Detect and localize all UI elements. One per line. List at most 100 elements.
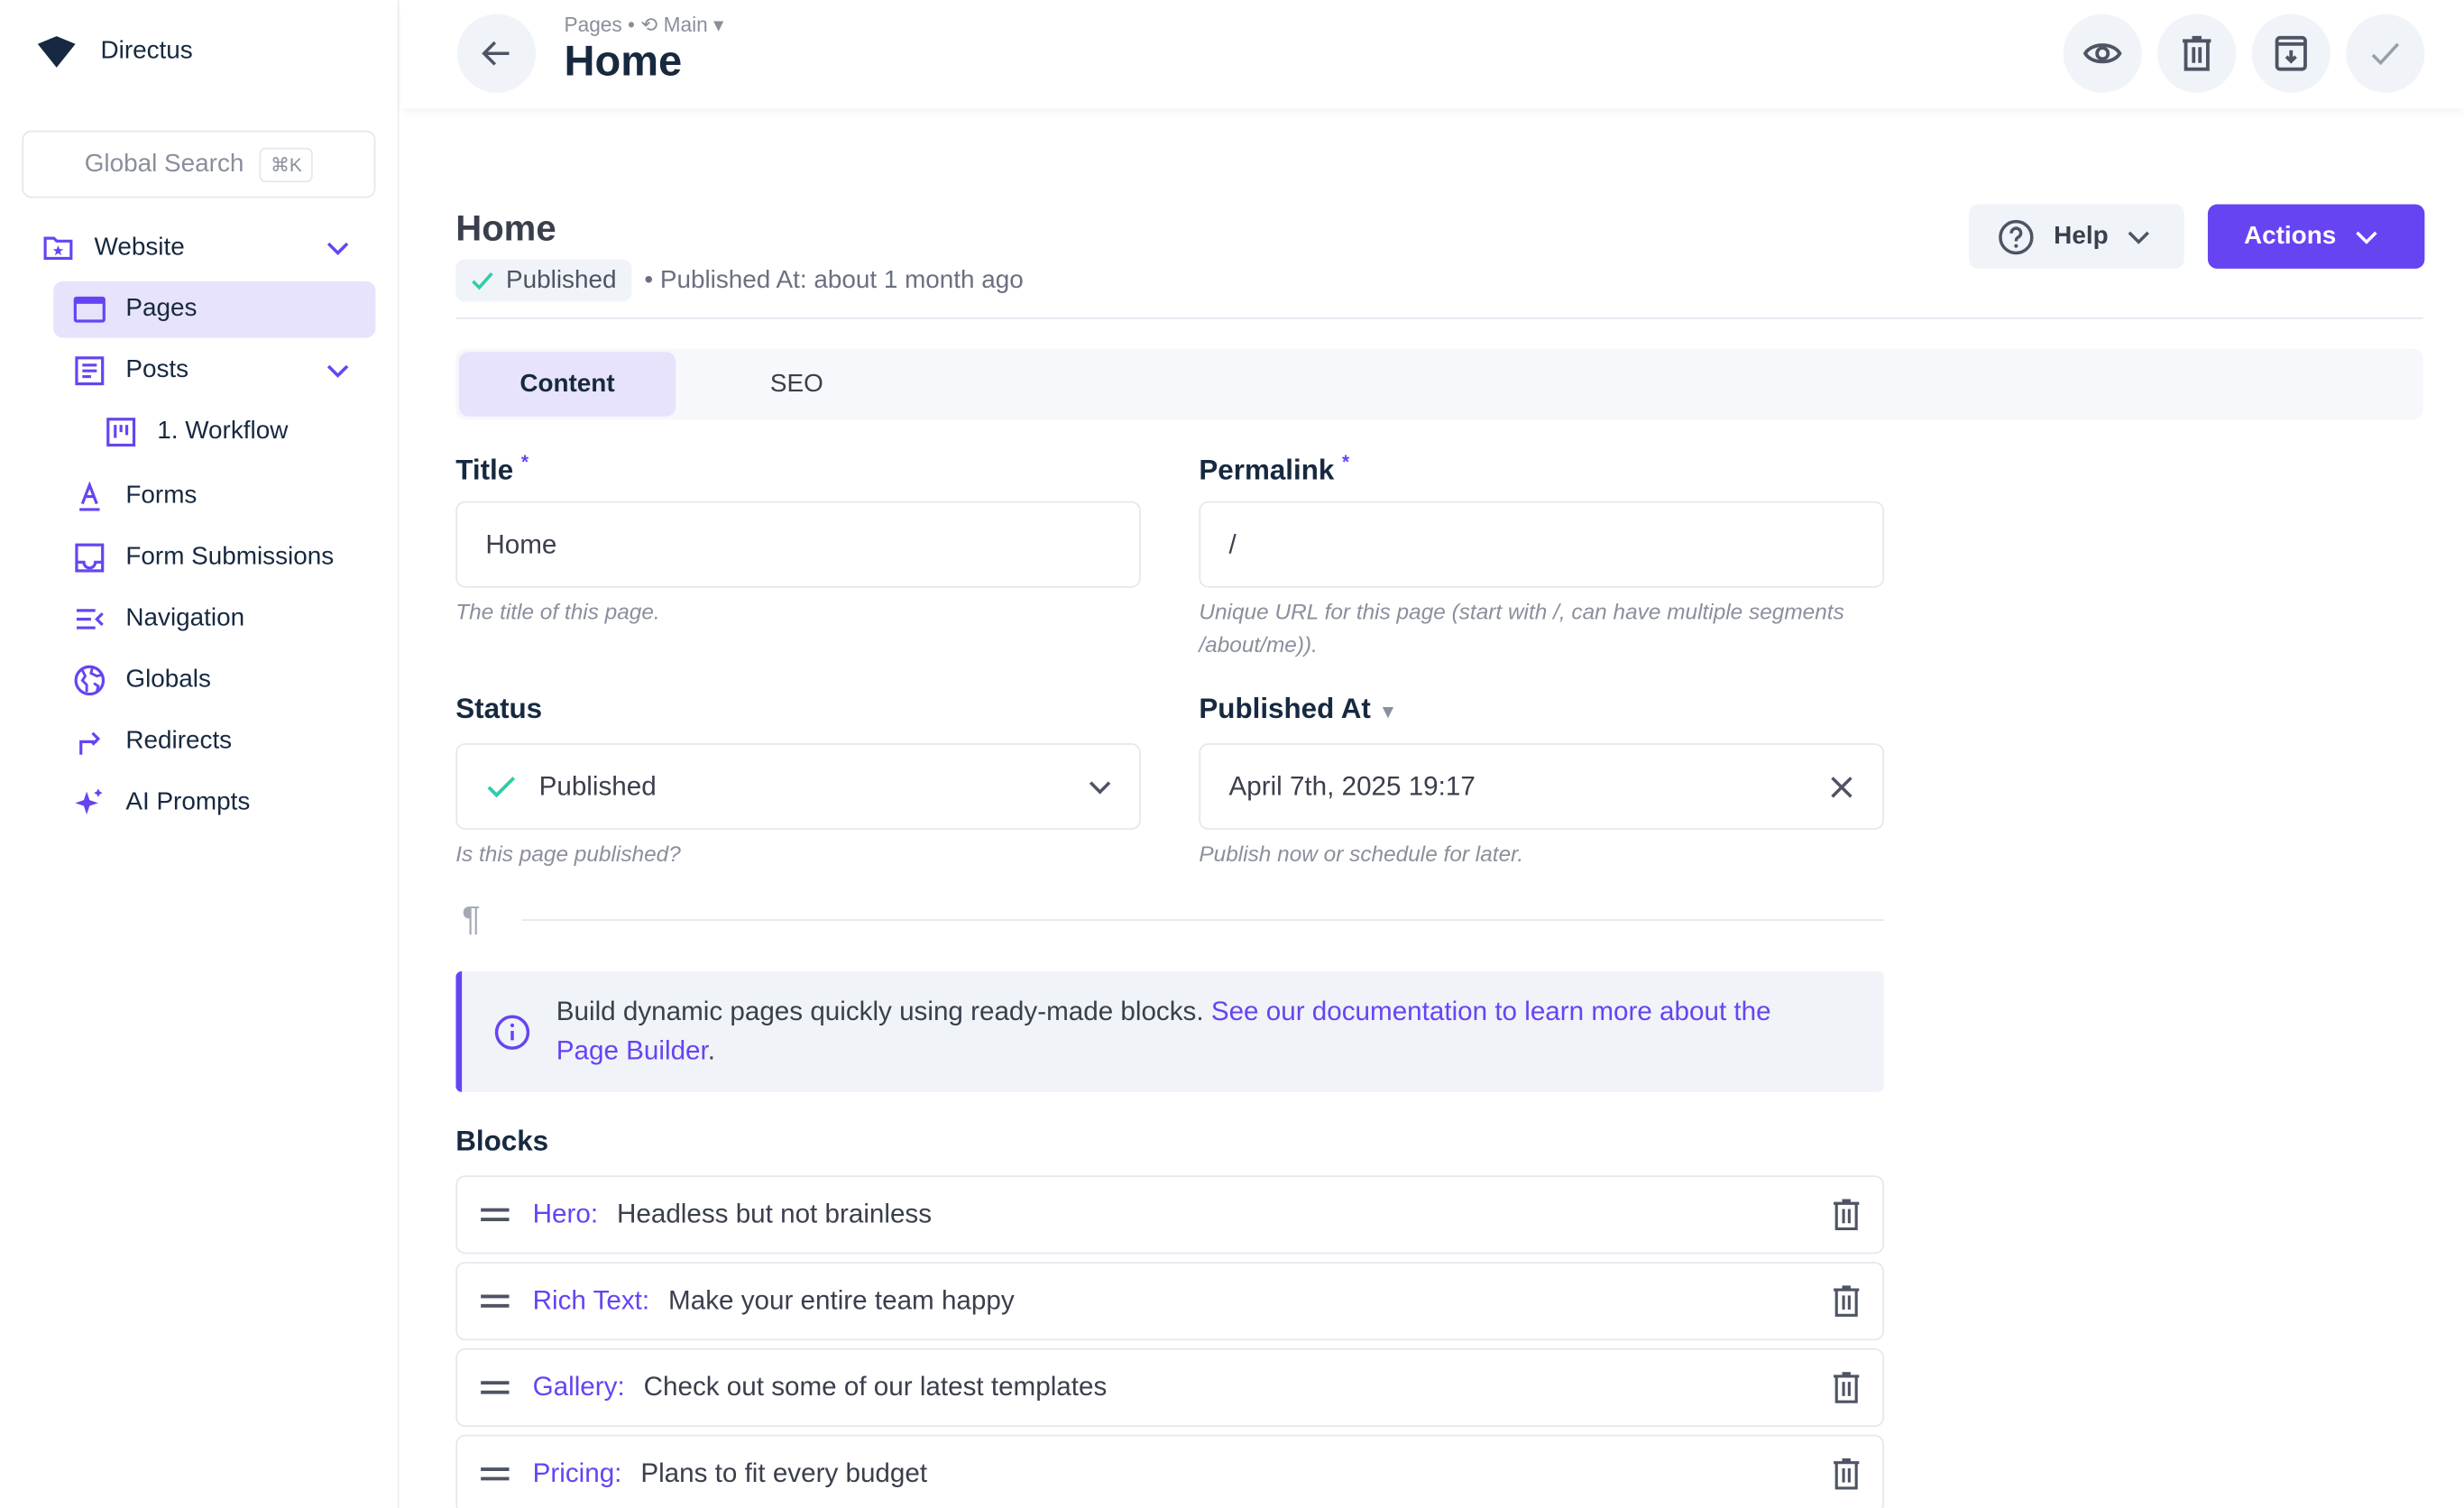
status-label: Status [455, 693, 543, 725]
archive-download-icon [2275, 35, 2307, 71]
close-icon[interactable] [1829, 774, 1854, 799]
sparkles-icon [75, 788, 103, 815]
trash-icon[interactable] [1833, 1457, 1861, 1491]
block-type: Pricing: [532, 1457, 622, 1488]
page-title: Home [455, 207, 556, 249]
brand[interactable]: Directus [34, 34, 193, 69]
version-label: Main [663, 12, 708, 37]
preview-button[interactable] [2063, 14, 2142, 93]
app-name: Directus [100, 37, 193, 65]
text-format-icon [79, 481, 100, 511]
sidebar-item-redirects[interactable]: Redirects [53, 713, 375, 770]
block-title: Check out some of our latest templates [643, 1372, 1108, 1402]
sidebar-item-label: Globals [125, 666, 211, 694]
actions-label: Actions [2244, 222, 2337, 250]
sidebar-item-label: AI Prompts [125, 788, 251, 816]
sidebar-item-label: Website [94, 234, 185, 262]
chevron-down-icon [2355, 230, 2377, 244]
title-hint: The title of this page. [455, 598, 660, 624]
trash-icon[interactable] [1833, 1370, 1861, 1404]
global-search[interactable]: Global Search ⌘K [22, 130, 376, 198]
folder-star-icon [43, 236, 73, 261]
tab-content[interactable]: Content [458, 352, 676, 417]
published-at-label[interactable]: Published At ▼ [1199, 693, 1398, 725]
blocks-label: Blocks [455, 1125, 549, 1157]
status-badge-label: Published [506, 266, 617, 293]
drag-handle-icon[interactable] [479, 1293, 510, 1309]
permalink-input[interactable]: / [1199, 501, 1885, 588]
title-label: Title * [455, 451, 529, 486]
trash-icon[interactable] [1833, 1198, 1861, 1232]
block-item[interactable]: Gallery: Check out some of our latest tem… [455, 1347, 1885, 1428]
turn-right-icon [79, 731, 101, 755]
notice-text: Build dynamic pages quickly using ready-… [556, 996, 1211, 1026]
sidebar-item-form-submissions[interactable]: Form Submissions [53, 529, 375, 586]
info-notice: Build dynamic pages quickly using ready-… [455, 970, 1885, 1092]
published-at-value: April 7th, 2025 19:17 [1228, 770, 1476, 801]
chevron-down-icon [1089, 780, 1111, 794]
status-hint: Is this page published? [455, 841, 681, 867]
block-title: Plans to fit every budget [640, 1457, 928, 1488]
delete-button[interactable] [2157, 14, 2237, 93]
check-icon [472, 271, 493, 290]
caret-down-icon: ▼ [1378, 701, 1398, 723]
chevron-down-icon[interactable] [326, 358, 351, 383]
sidebar-item-navigation[interactable]: Navigation [53, 591, 375, 648]
pilcrow-icon: ¶ [462, 898, 481, 939]
breadcrumb-collection[interactable]: Pages [564, 12, 622, 37]
arrow-left-icon [482, 41, 510, 66]
search-shortcut: ⌘K [259, 146, 314, 182]
divider [455, 317, 2423, 319]
title-input[interactable]: Home [455, 501, 1141, 588]
divider [521, 919, 1885, 921]
block-type: Rich Text: [532, 1285, 650, 1316]
chevron-down-icon [2128, 230, 2149, 244]
status-select[interactable]: Published [455, 743, 1141, 830]
sidebar-item-pages[interactable]: Pages [53, 280, 376, 338]
chevron-down-icon[interactable] [326, 235, 351, 261]
help-circle-icon [1999, 219, 2034, 254]
sidebar-item-label: 1. Workflow [157, 418, 289, 446]
breadcrumb-separator: • [628, 12, 635, 37]
sidebar-item-label: Form Submissions [125, 543, 335, 571]
tab-seo[interactable]: SEO [769, 370, 823, 397]
published-at-hint: Publish now or schedule for later. [1199, 841, 1524, 867]
drag-handle-icon[interactable] [479, 1467, 510, 1482]
version-selector[interactable]: ⟲ Main ▾ [640, 12, 724, 37]
sidebar-item-website[interactable]: Website [22, 220, 375, 277]
sidebar-item-globals[interactable]: Globals [53, 652, 375, 709]
header-title: Home [564, 37, 683, 86]
save-button[interactable] [2346, 14, 2425, 93]
drag-handle-icon[interactable] [479, 1207, 510, 1222]
archive-button[interactable] [2251, 14, 2331, 93]
sidebar-item-label: Pages [125, 295, 198, 323]
published-at-meta: • Published At: about 1 month ago [644, 267, 1024, 294]
published-at-input[interactable]: April 7th, 2025 19:17 [1199, 743, 1885, 830]
info-icon [494, 1015, 530, 1050]
permalink-hint: Unique URL for this page (start with /, … [1199, 598, 1844, 657]
status-badge: Published [455, 259, 632, 302]
sidebar-item-posts[interactable]: Posts [53, 343, 375, 400]
tab-bar: Content SEO [455, 348, 2423, 420]
help-label: Help [2054, 222, 2109, 250]
sidebar-item-forms[interactable]: Forms [53, 468, 375, 525]
globe-icon [74, 665, 106, 696]
help-button[interactable]: Help [1969, 204, 2184, 269]
trash-icon[interactable] [1833, 1283, 1861, 1318]
actions-button[interactable]: Actions [2207, 204, 2425, 269]
block-item[interactable]: Pricing: Plans to fit every budget [455, 1434, 1885, 1508]
header: Pages • ⟲ Main ▾ Home [400, 0, 2464, 109]
sidebar-item-ai-prompts[interactable]: AI Prompts [53, 775, 375, 832]
sidebar-item-workflow[interactable]: 1. Workflow [85, 404, 375, 461]
block-title: Make your entire team happy [668, 1285, 1015, 1316]
block-item[interactable]: Hero: Headless but not brainless [455, 1175, 1885, 1255]
sidebar-item-label: Redirects [125, 727, 233, 755]
block-item[interactable]: Rich Text: Make your entire team happy [455, 1262, 1885, 1341]
back-button[interactable] [457, 14, 537, 93]
status-value: Published [538, 770, 657, 801]
drag-handle-icon[interactable] [479, 1380, 510, 1395]
sidebar-item-label: Posts [125, 356, 189, 384]
article-icon [75, 356, 105, 386]
documentation-link[interactable]: See our documentation to learn more abou… [556, 996, 1771, 1066]
search-placeholder: Global Search [84, 150, 244, 178]
